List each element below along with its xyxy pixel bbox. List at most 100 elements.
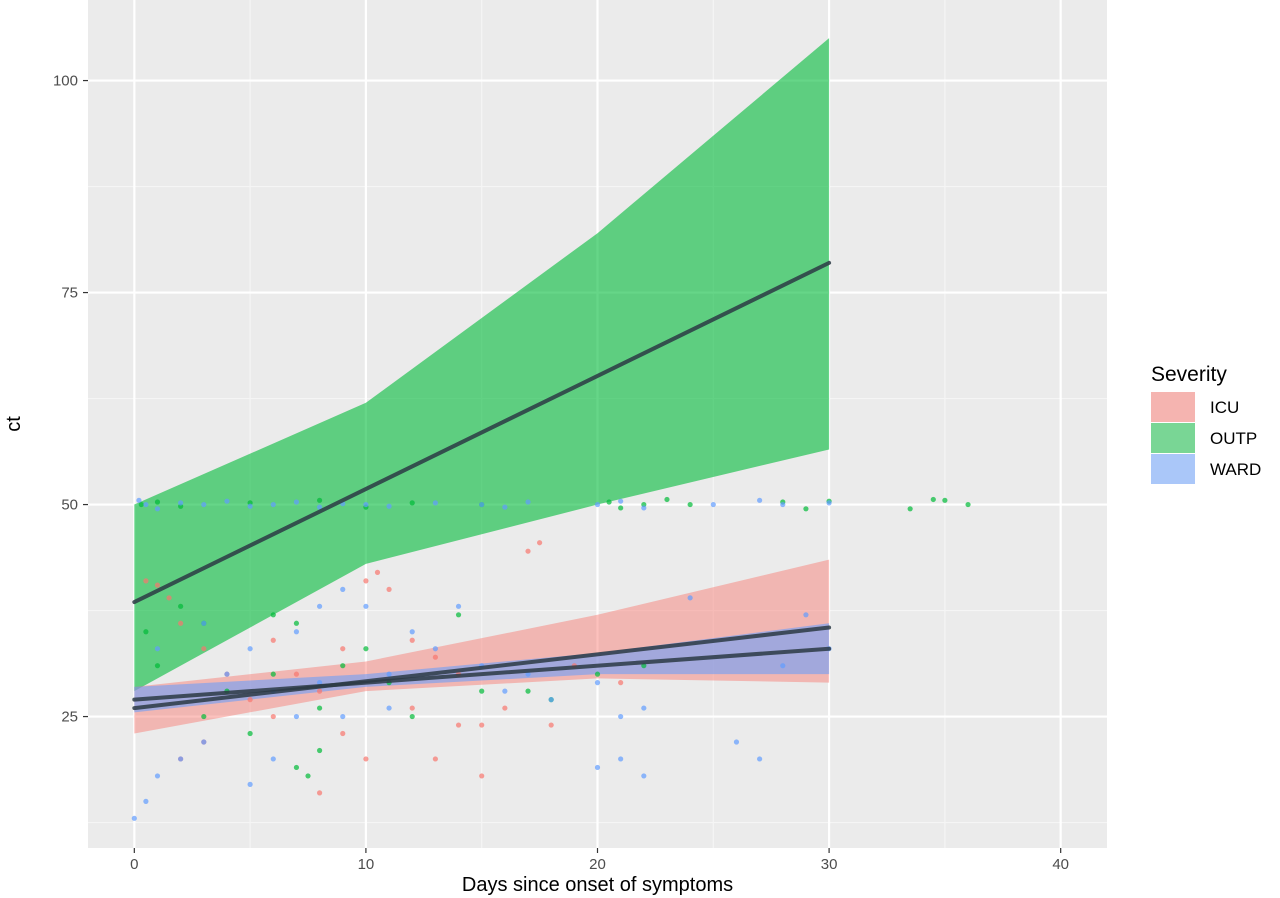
- point-ward: [363, 501, 369, 508]
- point-outp: [455, 612, 462, 618]
- legend-label-outp: OUTP: [1210, 429, 1257, 448]
- point-ward: [826, 500, 832, 506]
- point-ward: [502, 688, 508, 694]
- data-points: [131, 496, 971, 821]
- point-icu: [340, 730, 346, 737]
- point-ward: [224, 498, 230, 504]
- point-ward: [247, 503, 253, 509]
- point-ward: [641, 705, 647, 711]
- point-icu: [455, 722, 462, 728]
- point-ward: [154, 506, 161, 512]
- point-ward: [780, 501, 786, 508]
- legend-key-outp: [1151, 423, 1195, 453]
- point-icu: [548, 722, 554, 728]
- x-tick-label: 20: [589, 856, 606, 873]
- point-ward: [386, 705, 392, 711]
- point-icu: [618, 680, 624, 686]
- point-outp: [606, 499, 612, 505]
- point-ward: [479, 501, 485, 508]
- point-ward: [386, 671, 392, 677]
- point-ward: [131, 815, 137, 821]
- ribbon-outp: [134, 38, 830, 692]
- point-ward: [154, 773, 161, 779]
- point-icu: [409, 705, 415, 711]
- point-ward: [293, 713, 300, 720]
- x-tick-label: 40: [1052, 856, 1069, 873]
- point-ward: [618, 498, 624, 504]
- legend-key-icu: [1151, 392, 1195, 422]
- point-outp: [479, 688, 485, 694]
- point-icu: [316, 688, 323, 694]
- legend-key-ward: [1151, 454, 1195, 484]
- point-ward: [224, 671, 230, 677]
- point-ward: [710, 501, 716, 508]
- point-icu: [270, 637, 276, 643]
- point-ward: [270, 756, 276, 762]
- legend-label-icu: ICU: [1210, 398, 1239, 417]
- point-outp: [316, 705, 323, 711]
- point-ward: [270, 501, 276, 508]
- point-icu: [502, 705, 508, 711]
- point-outp: [942, 497, 948, 503]
- point-outp: [409, 713, 415, 720]
- point-ward: [340, 586, 346, 592]
- point-ward: [178, 500, 184, 506]
- point-outp: [138, 501, 144, 508]
- point-outp: [143, 629, 149, 635]
- point-outp: [293, 764, 300, 771]
- point-ward: [293, 499, 300, 505]
- point-icu: [178, 620, 184, 626]
- point-outp: [803, 506, 809, 512]
- point-ward: [316, 504, 323, 510]
- point-outp: [687, 501, 693, 508]
- point-outp: [178, 603, 184, 609]
- fit-line-icu: [132, 625, 832, 711]
- point-icu: [374, 569, 381, 576]
- point-icu: [537, 540, 543, 546]
- point-ward: [201, 739, 207, 745]
- x-tick-label: 10: [358, 856, 375, 873]
- point-outp: [363, 646, 369, 652]
- point-ward: [455, 603, 462, 609]
- point-icu: [154, 582, 161, 588]
- point-outp: [316, 497, 323, 503]
- axes: 0 10 20 30 40 25 50 75 100: [53, 73, 1069, 873]
- point-icu: [166, 595, 172, 601]
- point-icu: [363, 756, 369, 762]
- point-ward: [757, 756, 763, 762]
- point-icu: [270, 713, 276, 720]
- point-ward: [803, 612, 809, 618]
- point-outp: [340, 663, 346, 669]
- point-ward: [340, 713, 346, 720]
- point-icu: [363, 578, 369, 584]
- point-ward: [386, 503, 392, 509]
- point-ward: [316, 603, 323, 609]
- point-ward: [687, 595, 693, 601]
- point-ward: [247, 646, 253, 652]
- point-ward: [780, 663, 786, 669]
- point-icu: [247, 697, 253, 703]
- point-ward: [733, 739, 740, 745]
- x-tick-label: 30: [821, 856, 838, 873]
- point-outp: [154, 499, 161, 505]
- point-ward: [548, 697, 554, 703]
- point-ward: [154, 646, 161, 652]
- point-outp: [907, 506, 913, 512]
- point-icu: [201, 646, 207, 652]
- point-outp: [293, 620, 300, 626]
- point-ward: [363, 603, 369, 609]
- point-icu: [293, 671, 300, 677]
- point-ward: [178, 756, 184, 762]
- legend: Severity ICU OUTP WARD: [1151, 363, 1261, 484]
- x-tick-label: 0: [130, 856, 138, 873]
- y-tick-label: 50: [61, 497, 78, 514]
- point-icu: [525, 548, 531, 554]
- point-outp: [930, 496, 936, 503]
- point-ward: [201, 620, 207, 626]
- point-ward: [502, 504, 508, 510]
- point-ward: [641, 505, 647, 511]
- point-outp: [594, 671, 601, 677]
- point-ward: [525, 499, 531, 505]
- point-ward: [136, 497, 142, 503]
